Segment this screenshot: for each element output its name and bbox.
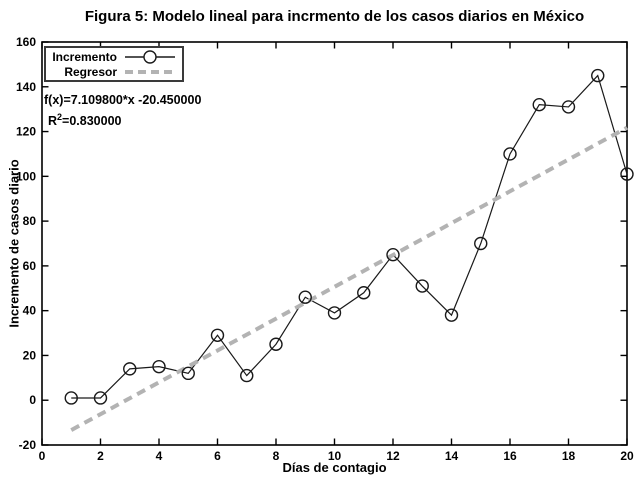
legend-item-incremento: Incremento (50, 49, 176, 64)
data-point-marker (269, 337, 283, 351)
y-axis-label-container: Incremento de casos diario (0, 42, 28, 445)
data-point-marker (474, 236, 488, 251)
data-point-marker (327, 306, 342, 320)
x-tick-label: 16 (503, 449, 517, 463)
r2-value: =0.830000 (62, 114, 122, 129)
data-point-marker (591, 68, 605, 83)
fit-equation: f(x)=7.109800*x -20.450000 (44, 93, 202, 107)
data-point-marker (93, 391, 108, 405)
x-tick-label: 6 (214, 449, 221, 463)
y-tick-label: 120 (16, 125, 36, 139)
data-point-marker (298, 290, 312, 304)
data-point-marker (64, 391, 78, 405)
y-axis-label: Incremento de casos diario (6, 159, 22, 328)
chart-title: Figura 5: Modelo lineal para incrmento d… (84, 8, 585, 25)
y-tick-label: 160 (16, 35, 36, 49)
r2-symbol: R (48, 114, 58, 129)
data-point-marker (123, 362, 137, 376)
y-tick-label: 0 (29, 393, 36, 407)
regressor-line (70, 125, 628, 432)
increment-line (71, 74, 628, 399)
x-tick-label: 20 (620, 449, 634, 463)
data-point-marker (561, 100, 576, 114)
y-tick-label: 80 (23, 214, 37, 228)
y-tick-label: 140 (16, 80, 36, 94)
r2-exponent: 2 (57, 112, 63, 122)
line-circle-marker-icon (125, 49, 175, 64)
x-tick-label: 18 (562, 449, 576, 463)
x-tick-label: 2 (97, 449, 104, 463)
data-point-marker (415, 279, 429, 293)
x-axis-label: Días de contagio (282, 460, 387, 475)
y-tick-label: 40 (23, 304, 37, 318)
data-point-marker (210, 328, 225, 342)
y-tick-label: 20 (23, 348, 37, 362)
x-tick-label: 8 (273, 449, 280, 463)
data-point-marker (357, 286, 371, 300)
x-tick-label: 4 (156, 449, 163, 463)
y-tick-label: -20 (19, 438, 37, 452)
dashed-line-marker-icon (125, 69, 175, 74)
x-tick-label: 10 (328, 449, 342, 463)
data-point-marker (532, 97, 546, 112)
legend-item-regresor: Regresor (50, 64, 176, 79)
data-point-marker (444, 308, 459, 322)
data-point-marker (620, 167, 634, 181)
fit-r-squared: R2=0.830000 (44, 109, 201, 130)
fit-annotation: f(x)=7.109800*x -20.450000 R2=0.830000 (44, 92, 201, 130)
x-tick-label: 12 (386, 449, 400, 463)
legend-label-incremento: Incremento (52, 49, 117, 64)
x-tick-label: 14 (445, 449, 459, 463)
legend-label-regresor: Regresor (64, 64, 117, 79)
x-tick-label: 0 (39, 449, 46, 463)
legend: Incremento Regresor (44, 46, 184, 82)
data-point-marker (386, 247, 400, 262)
data-point-marker (503, 147, 517, 161)
data-point-marker (240, 368, 254, 383)
y-tick-label: 60 (23, 259, 37, 273)
data-point-marker (152, 359, 166, 374)
data-point-marker (181, 366, 195, 381)
y-tick-label: 100 (16, 169, 36, 183)
